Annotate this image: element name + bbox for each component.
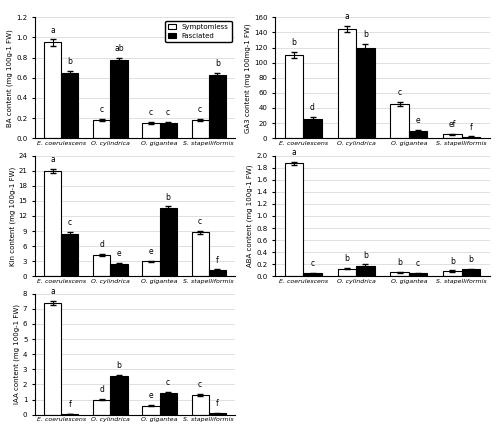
Bar: [208, 413, 226, 415]
Text: b: b: [450, 257, 455, 266]
Y-axis label: ABA content (mg 100g-1 FW): ABA content (mg 100g-1 FW): [247, 165, 254, 267]
Bar: [304, 118, 322, 138]
Bar: [356, 48, 374, 138]
Text: a: a: [292, 148, 296, 157]
Bar: [462, 137, 480, 138]
Bar: [443, 271, 462, 276]
Text: c: c: [100, 105, 104, 114]
Text: d: d: [310, 103, 315, 112]
Bar: [93, 400, 110, 415]
Text: c: c: [398, 88, 402, 97]
Text: d: d: [100, 240, 104, 249]
Bar: [93, 255, 110, 276]
Text: b: b: [68, 57, 72, 66]
Bar: [390, 272, 409, 276]
Text: a: a: [50, 25, 55, 35]
Text: f: f: [216, 256, 218, 264]
Bar: [443, 134, 462, 138]
Text: c: c: [149, 108, 153, 117]
Bar: [160, 123, 177, 138]
Bar: [192, 395, 208, 415]
Bar: [142, 406, 160, 415]
Text: b: b: [116, 361, 121, 370]
Bar: [192, 120, 208, 138]
Bar: [208, 75, 226, 138]
Text: c: c: [310, 259, 314, 268]
Text: b: b: [344, 254, 350, 263]
Text: c: c: [198, 105, 202, 114]
Bar: [208, 270, 226, 276]
Text: d: d: [100, 385, 104, 394]
Bar: [192, 232, 208, 276]
Bar: [44, 303, 62, 415]
Bar: [285, 163, 304, 276]
Text: c: c: [198, 217, 202, 226]
Text: a: a: [344, 12, 349, 21]
Text: e: e: [116, 249, 121, 258]
Bar: [390, 104, 409, 138]
Bar: [142, 261, 160, 276]
Bar: [356, 266, 374, 276]
Bar: [160, 393, 177, 415]
Bar: [110, 60, 128, 138]
Text: b: b: [363, 30, 368, 39]
Legend: Symptomless, Fasciated: Symptomless, Fasciated: [165, 21, 232, 42]
Bar: [338, 29, 356, 138]
Text: c: c: [166, 378, 170, 387]
Bar: [62, 73, 78, 138]
Bar: [409, 130, 428, 138]
Text: b: b: [363, 251, 368, 260]
Text: ef: ef: [449, 120, 456, 129]
Text: c: c: [198, 381, 202, 390]
Text: c: c: [166, 108, 170, 117]
Text: e: e: [148, 391, 154, 400]
Bar: [285, 55, 304, 138]
Bar: [409, 273, 428, 276]
Text: e: e: [148, 247, 154, 256]
Text: b: b: [397, 258, 402, 267]
Bar: [110, 376, 128, 415]
Text: f: f: [68, 400, 71, 409]
Text: b: b: [468, 255, 473, 264]
Text: b: b: [166, 193, 170, 202]
Bar: [93, 120, 110, 138]
Bar: [142, 123, 160, 138]
Text: c: c: [416, 259, 420, 268]
Text: f: f: [216, 399, 218, 408]
Text: b: b: [292, 38, 296, 47]
Text: f: f: [470, 123, 472, 131]
Text: e: e: [416, 116, 420, 125]
Bar: [44, 171, 62, 276]
Bar: [462, 269, 480, 276]
Bar: [44, 42, 62, 138]
Y-axis label: IAA content (mg 100g-1 FW): IAA content (mg 100g-1 FW): [14, 304, 20, 404]
Text: a: a: [50, 287, 55, 296]
Y-axis label: GA3 content (mg 100mg-1 FW): GA3 content (mg 100mg-1 FW): [244, 23, 251, 133]
Text: ab: ab: [114, 44, 124, 53]
Bar: [304, 273, 322, 276]
Y-axis label: Kin content (mg 100g-1 FW): Kin content (mg 100g-1 FW): [9, 166, 16, 266]
Text: b: b: [215, 59, 220, 68]
Bar: [160, 209, 177, 276]
Bar: [110, 264, 128, 276]
Bar: [62, 414, 78, 415]
Y-axis label: BA content (mg 100g-1 FW): BA content (mg 100g-1 FW): [7, 29, 14, 127]
Bar: [62, 234, 78, 276]
Bar: [338, 269, 356, 276]
Text: c: c: [68, 218, 72, 227]
Text: a: a: [50, 155, 55, 164]
